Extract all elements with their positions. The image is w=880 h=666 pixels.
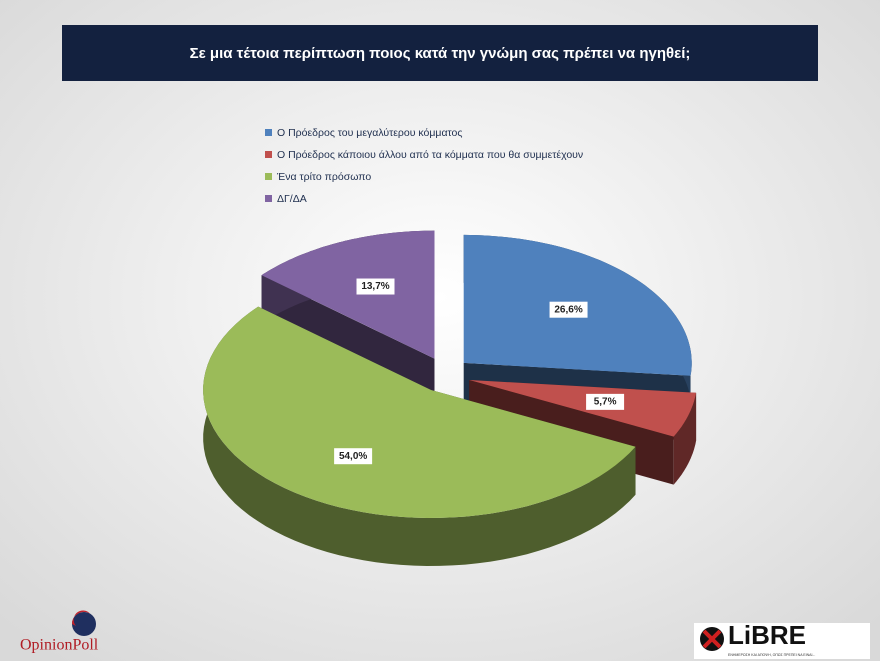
data-label-box bbox=[549, 301, 588, 318]
logo-text: LiBRE bbox=[728, 620, 806, 650]
legend-label: Ένα τρίτο πρόσωπο bbox=[276, 171, 371, 183]
logo-right: LiBRE ΕΝΗΜΕΡΩΣΗ ΚΑΙ ΑΠΟΨΗ, ΟΠΩΣ ΠΡΕΠΕΙ Ν… bbox=[694, 620, 870, 659]
data-label-box bbox=[356, 278, 395, 295]
legend-label: Ο Πρόεδρος κάποιου άλλου από τα κόμματα … bbox=[277, 149, 583, 161]
slice-side bbox=[673, 392, 697, 485]
logo-icon bbox=[702, 629, 722, 649]
legend: Ο Πρόεδρος του μεγαλύτερου κόμματος Ο Πρό… bbox=[265, 127, 583, 205]
legend-swatch bbox=[265, 195, 272, 202]
pie-slice bbox=[469, 379, 697, 437]
title-banner bbox=[62, 25, 818, 81]
pie-slice bbox=[203, 306, 636, 518]
data-label: 13,7% bbox=[361, 281, 389, 292]
legend-label: Ο Πρόεδρος του μεγαλύτερου κόμματος bbox=[277, 127, 462, 139]
logo-tagline: ΕΝΗΜΕΡΩΣΗ ΚΑΙ ΑΠΟΨΗ, ΟΠΩΣ ΠΡΕΠΕΙ ΝΑ ΕΙΝΑ… bbox=[728, 653, 815, 657]
logo-icon bbox=[72, 612, 96, 636]
legend-swatch bbox=[265, 151, 272, 158]
pie-slice bbox=[261, 230, 435, 359]
chart-title: Σε μια τέτοια περίπτωση ποιος κατά την γ… bbox=[190, 45, 691, 62]
data-labels: 26,6% 5,7% 54,0% 13,7% bbox=[334, 278, 625, 465]
legend-swatch bbox=[265, 173, 272, 180]
slice-side bbox=[203, 306, 636, 566]
legend-label: ΔΓ/ΔΑ bbox=[277, 193, 307, 205]
logo-left: OpinionPoll bbox=[20, 610, 99, 654]
data-label: 5,7% bbox=[594, 397, 617, 408]
data-label: 26,6% bbox=[554, 304, 582, 315]
data-label-box bbox=[586, 393, 625, 410]
logo-text: OpinionPoll bbox=[20, 637, 99, 654]
legend-swatch bbox=[265, 129, 272, 136]
logo-icon bbox=[72, 610, 90, 626]
data-label-box bbox=[334, 448, 373, 465]
data-label: 54,0% bbox=[339, 451, 367, 462]
